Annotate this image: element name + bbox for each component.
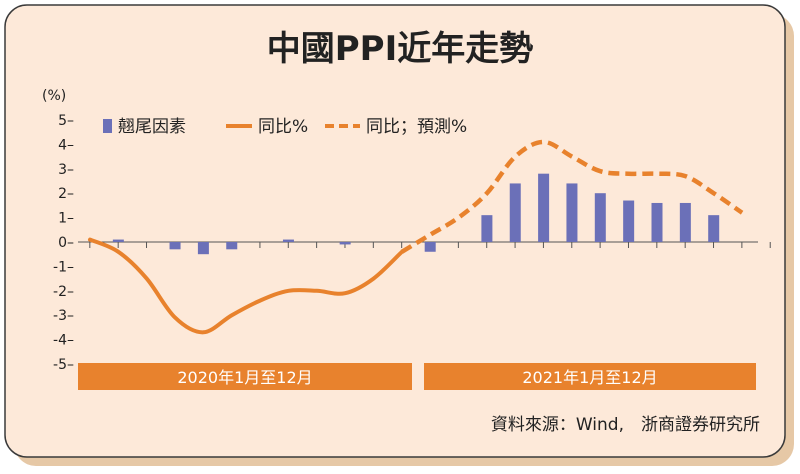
y-tick-label: 1– xyxy=(58,211,74,227)
unit-label: (%) xyxy=(42,88,66,104)
bar-翹尾因素 xyxy=(197,242,209,255)
period-label: 2021年1月至12月 xyxy=(522,368,657,387)
y-tick-label: -5– xyxy=(53,357,74,373)
bar-翹尾因素 xyxy=(708,215,720,242)
y-tick-label: -3– xyxy=(53,308,74,324)
y-tick-label: -4– xyxy=(53,333,74,349)
bar-翹尾因素 xyxy=(282,239,294,242)
y-tick-label: 0– xyxy=(58,235,74,251)
source-text: 資料來源：Wind, 浙商證券研究所 xyxy=(491,415,760,435)
period-band xyxy=(424,363,756,390)
y-tick-label: 3– xyxy=(58,162,74,178)
bar-翹尾因素 xyxy=(481,215,493,242)
period-label: 2020年1月至12月 xyxy=(177,368,312,387)
panel xyxy=(4,4,786,458)
y-tick-label: 5– xyxy=(58,113,74,129)
bar-翹尾因素 xyxy=(538,173,550,242)
legend-label: 同比；預測% xyxy=(366,117,467,137)
chart-title: 中國PPI近年走勢 xyxy=(267,29,534,69)
legend-label: 翹尾因素 xyxy=(118,117,186,137)
y-tick-label: 4– xyxy=(58,137,74,153)
bar-翹尾因素 xyxy=(112,239,124,242)
bar-翹尾因素 xyxy=(651,202,663,242)
bar-翹尾因素 xyxy=(339,242,351,245)
y-tick-label: -2– xyxy=(53,284,74,300)
bar-翹尾因素 xyxy=(679,202,691,242)
y-tick-label: 2– xyxy=(58,186,74,202)
line-同比預測 xyxy=(400,139,744,254)
bar-翹尾因素 xyxy=(424,242,436,252)
bar-翹尾因素 xyxy=(509,183,521,242)
bar-翹尾因素 xyxy=(169,242,181,250)
bar-翹尾因素 xyxy=(623,200,635,242)
line-同比 xyxy=(88,237,404,335)
bar-翹尾因素 xyxy=(594,193,606,242)
legend-swatch-bar xyxy=(103,119,112,133)
legend-label: 同比% xyxy=(258,117,308,137)
bar-翹尾因素 xyxy=(566,183,578,242)
period-band xyxy=(78,363,412,390)
bar-翹尾因素 xyxy=(226,242,238,250)
y-tick-label: -1– xyxy=(53,259,74,275)
